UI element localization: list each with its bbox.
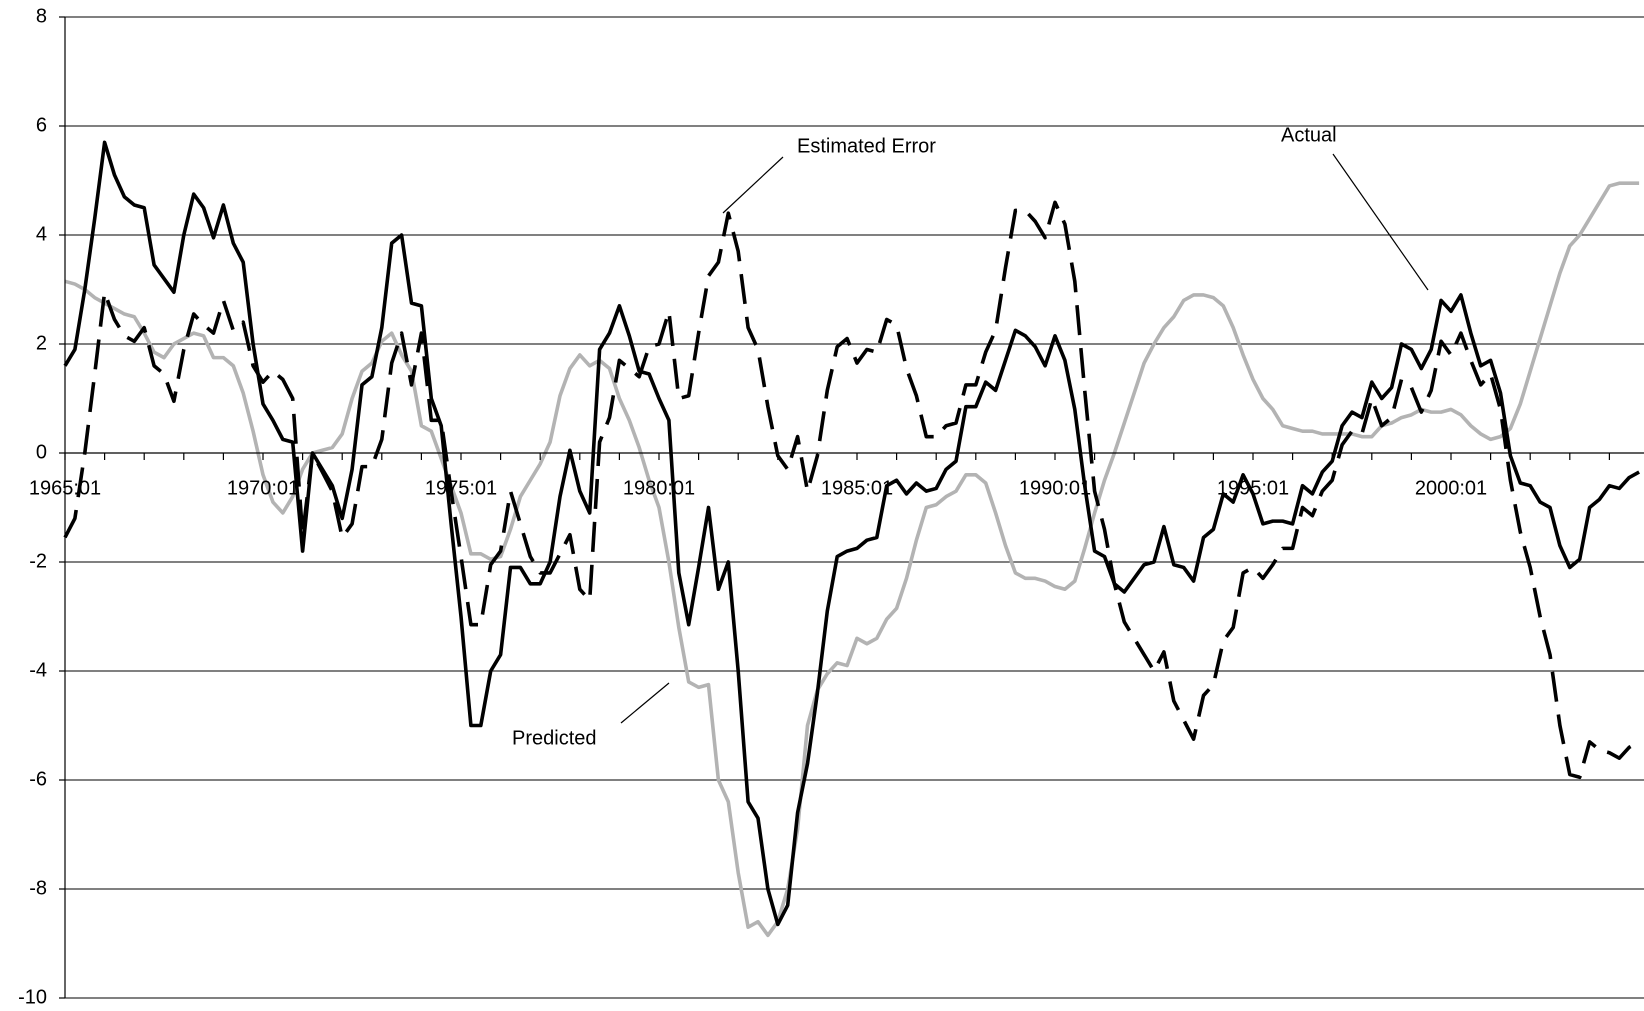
x-tick-label: 1995:01 <box>1217 477 1289 499</box>
x-tick-label: 1965:01 <box>29 477 101 499</box>
y-tick-label: -10 <box>18 986 47 1008</box>
plot-area <box>63 140 1640 938</box>
x-tick-label: 1990:01 <box>1019 477 1091 499</box>
leader-line <box>722 156 784 214</box>
annotation-label: Predicted <box>512 727 597 749</box>
leader-line <box>620 682 670 724</box>
y-tick-label: -8 <box>29 877 47 899</box>
annotations: Estimated Error Actual Predicted <box>512 124 1429 749</box>
y-tick-label: 2 <box>36 332 47 354</box>
y-tick-label: -2 <box>29 550 47 572</box>
y-tick-label: -6 <box>29 768 47 790</box>
annotation-label: Estimated Error <box>797 135 936 157</box>
y-tick-label: 0 <box>36 441 47 463</box>
annotation-label: Actual <box>1281 124 1337 146</box>
x-tick-label: 1975:01 <box>425 477 497 499</box>
x-tick-label: 1970:01 <box>227 477 299 499</box>
y-tick-label: 6 <box>36 114 47 136</box>
series-line <box>63 200 1640 780</box>
x-tick-label: 1980:01 <box>623 477 695 499</box>
series-line <box>63 140 1640 927</box>
y-tick-label: 4 <box>36 223 47 245</box>
y-tick-label: 8 <box>36 5 47 27</box>
series-line <box>64 181 1640 938</box>
leader-line <box>1332 153 1429 291</box>
x-tick-label: 2000:01 <box>1415 477 1487 499</box>
y-tick-label: -4 <box>29 659 47 681</box>
axes: -10 -8 -6 -4 -2 0 2 4 6 8 1965:01 1970:01 1975:01 198… <box>18 5 1644 1008</box>
x-tick-label: 1985:01 <box>821 477 893 499</box>
